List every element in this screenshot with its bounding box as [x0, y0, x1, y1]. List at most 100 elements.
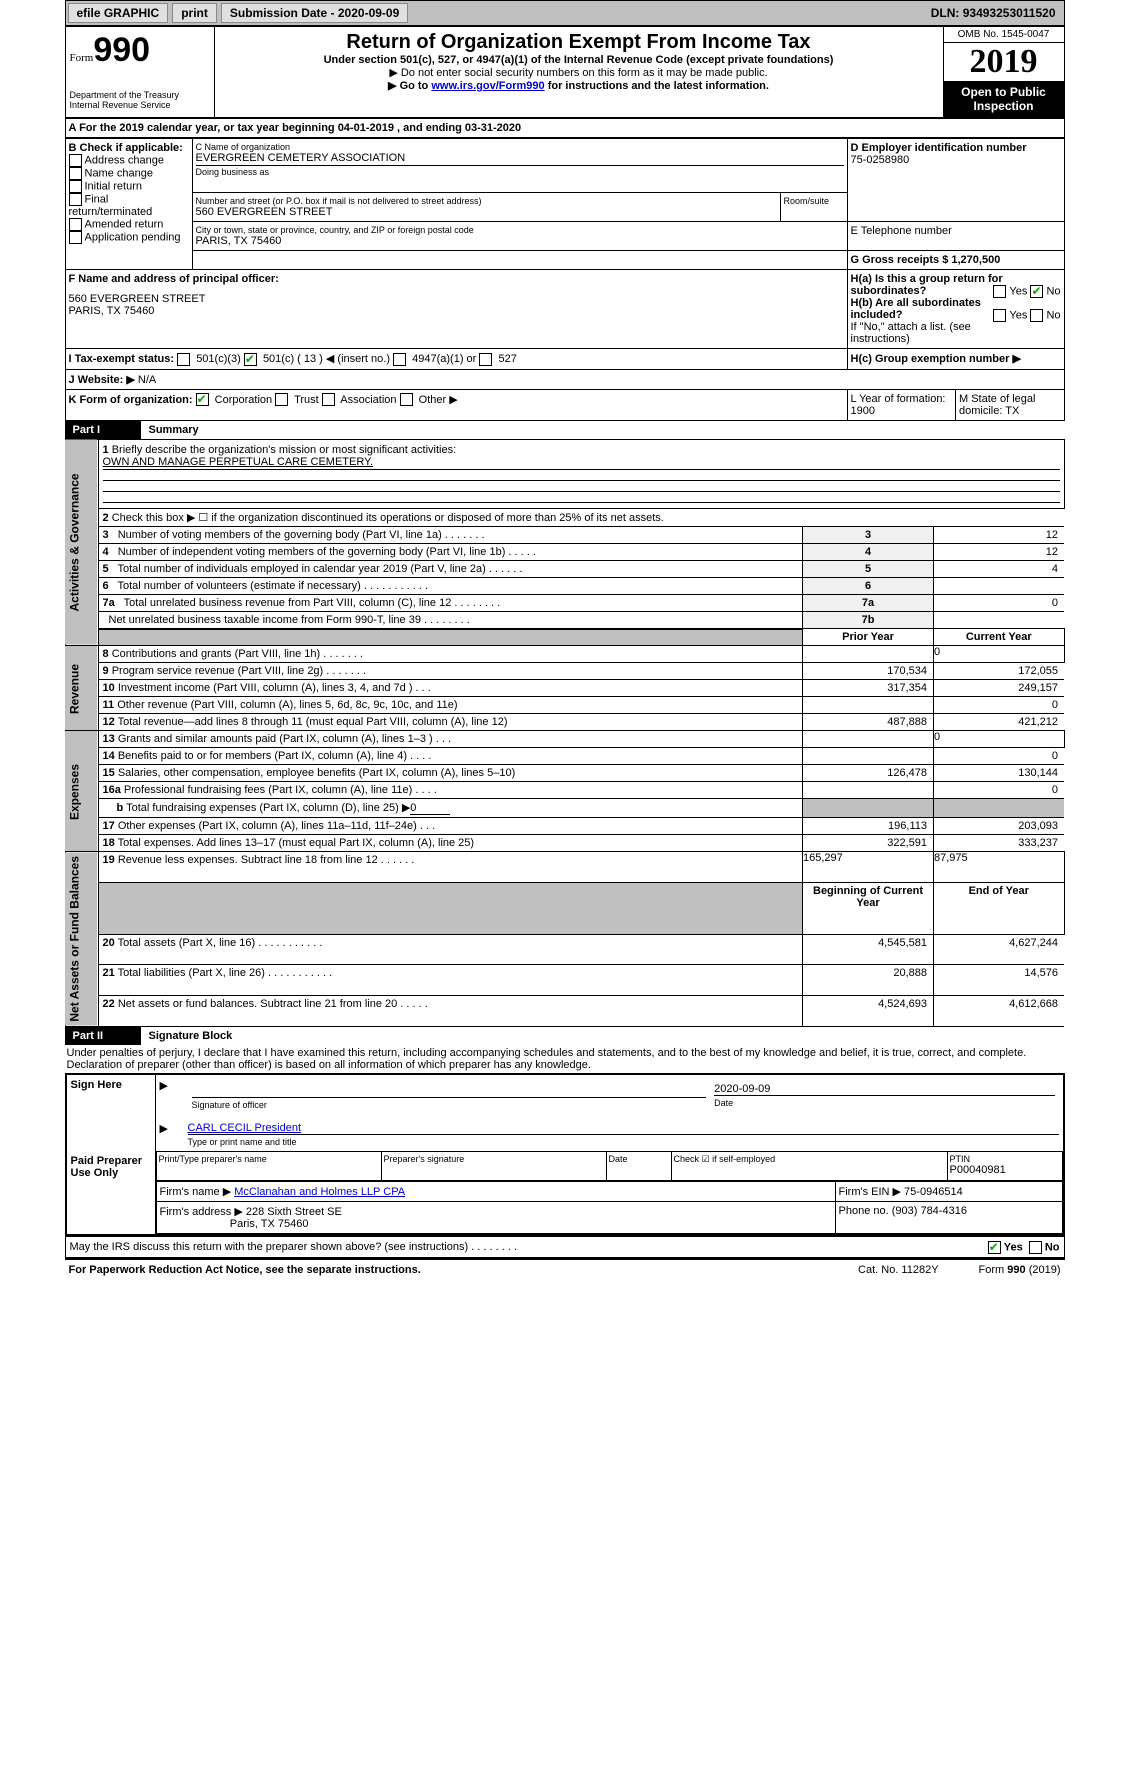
hb-note: If "No," attach a list. (see instruction… — [851, 321, 971, 345]
open-public: Open to Public Inspection — [944, 81, 1064, 117]
val6 — [934, 577, 1065, 594]
footer-cat: Cat. No. 11282Y — [858, 1264, 939, 1276]
line7b: Net unrelated business taxable income fr… — [109, 614, 470, 626]
print-button[interactable]: print — [172, 3, 217, 23]
state-domicile: M State of legal domicile: TX — [956, 390, 1064, 420]
current-year-header: Current Year — [934, 629, 1065, 646]
eoy-header: End of Year — [934, 882, 1065, 934]
ha-label: H(a) Is this a group return for subordin… — [851, 273, 1003, 297]
paid-preparer-label: Paid Preparer Use Only — [66, 1151, 156, 1235]
sig-date-label: Date — [714, 1095, 1054, 1108]
form-word: Form — [70, 52, 94, 64]
discuss-yes[interactable] — [988, 1241, 1001, 1254]
city-value: PARIS, TX 75460 — [196, 235, 844, 247]
chk-other[interactable] — [400, 393, 413, 406]
footer-form: Form 990 (2019) — [979, 1264, 1061, 1276]
omb-number: OMB No. 1545-0047 — [944, 27, 1064, 43]
page-footer: For Paperwork Reduction Act Notice, see … — [65, 1258, 1065, 1280]
discuss-label: May the IRS discuss this return with the… — [70, 1241, 518, 1253]
chk-527[interactable] — [479, 353, 492, 366]
website-label: J Website: ▶ — [69, 374, 135, 386]
tax-period: A For the 2019 calendar year, or tax yea… — [65, 118, 1065, 138]
efile-button[interactable]: efile GRAPHIC — [68, 3, 169, 23]
irs-link[interactable]: www.irs.gov/Form990 — [431, 80, 544, 92]
form-header: Form990 Department of the Treasury Inter… — [65, 26, 1065, 118]
line16b: Total fundraising expenses (Part IX, col… — [126, 802, 410, 814]
submission-date: Submission Date - 2020-09-09 — [221, 3, 408, 23]
part2-title: Signature Block — [141, 1027, 241, 1045]
officer-addr2: PARIS, TX 75460 — [69, 305, 844, 317]
boy-header: Beginning of Current Year — [803, 882, 934, 934]
chk-corp[interactable] — [196, 393, 209, 406]
self-employed: Check ☑ if self-employed — [674, 1154, 945, 1165]
part1-title: Summary — [141, 421, 207, 439]
subtitle-1: Under section 501(c), 527, or 4947(a)(1)… — [219, 54, 939, 66]
chk-amended[interactable]: Amended return — [69, 218, 189, 231]
line19: Revenue less expenses. Subtract line 18 … — [118, 854, 415, 866]
chk-assoc[interactable] — [322, 393, 335, 406]
hc-label: H(c) Group exemption number ▶ — [851, 353, 1021, 365]
line15: Salaries, other compensation, employee b… — [118, 767, 515, 779]
ein-label: D Employer identification number — [851, 142, 1061, 154]
line4: Number of independent voting members of … — [118, 546, 536, 558]
line7a: Total unrelated business revenue from Pa… — [124, 597, 501, 609]
form-title: Return of Organization Exempt From Incom… — [219, 31, 939, 54]
line18: Total expenses. Add lines 13–17 (must eq… — [118, 837, 474, 849]
officer-label: F Name and address of principal officer: — [69, 273, 844, 285]
firm-ein: Firm's EIN ▶ 75-0946514 — [835, 1181, 1062, 1201]
chk-trust[interactable] — [275, 393, 288, 406]
form-org-label: K Form of organization: — [69, 394, 193, 406]
firm-name[interactable]: McClanahan and Holmes LLP CPA — [234, 1186, 405, 1198]
officer-addr1: 560 EVERGREEN STREET — [69, 293, 844, 305]
line17: Other expenses (Part IX, column (A), lin… — [118, 820, 435, 832]
line9: Program service revenue (Part VIII, line… — [112, 665, 366, 677]
gross-receipts: G Gross receipts $ 1,270,500 — [851, 254, 1061, 266]
addr-label: Number and street (or P.O. box if mail i… — [196, 196, 777, 206]
chk-address[interactable]: Address change — [69, 154, 189, 167]
line3: Number of voting members of the governin… — [118, 529, 485, 541]
side-exp: Expenses — [65, 731, 98, 852]
form-number: 990 — [93, 31, 150, 69]
chk-pending[interactable]: Application pending — [69, 231, 189, 244]
firm-addr1: 228 Sixth Street SE — [246, 1206, 342, 1218]
perjury-text: Under penalties of perjury, I declare th… — [65, 1045, 1065, 1073]
line1-value: OWN AND MANAGE PERPETUAL CARE CEMETERY. — [103, 456, 374, 468]
sign-block: Sign Here ▶ Signature of officer 2020-09… — [65, 1073, 1065, 1236]
chk-initial[interactable]: Initial return — [69, 180, 189, 193]
line11: Other revenue (Part VIII, column (A), li… — [117, 699, 457, 711]
hb-label: H(b) Are all subordinates included? — [851, 297, 981, 321]
side-na: Net Assets or Fund Balances — [65, 852, 98, 1027]
officer-name[interactable]: CARL CECIL President — [188, 1122, 302, 1134]
chk-501c3[interactable] — [177, 353, 190, 366]
line6: Total number of volunteers (estimate if … — [117, 580, 428, 592]
line8: Contributions and grants (Part VIII, lin… — [112, 648, 363, 660]
chk-501c[interactable] — [244, 353, 257, 366]
box-b-label: B Check if applicable: — [69, 142, 189, 154]
val7a: 0 — [934, 594, 1065, 611]
dba-label: Doing business as — [196, 167, 844, 177]
entity-info: B Check if applicable: Address change Na… — [65, 138, 1065, 421]
discuss-no[interactable] — [1029, 1241, 1042, 1254]
phone-label: E Telephone number — [851, 225, 1061, 237]
prior-year-header: Prior Year — [803, 629, 934, 646]
part1-label: Part I — [65, 421, 141, 439]
street-address: 560 EVERGREEN STREET — [196, 206, 777, 218]
chk-name[interactable]: Name change — [69, 167, 189, 180]
chk-final[interactable]: Final return/terminated — [69, 193, 189, 218]
line16a: Professional fundraising fees (Part IX, … — [124, 784, 437, 796]
line13: Grants and similar amounts paid (Part IX… — [118, 733, 451, 745]
line20: Total assets (Part X, line 16) . . . . .… — [118, 937, 323, 949]
tax-status-label: I Tax-exempt status: — [69, 353, 175, 365]
city-label: City or town, state or province, country… — [196, 225, 844, 235]
chk-4947[interactable] — [393, 353, 406, 366]
irs-label: Internal Revenue Service — [70, 100, 210, 110]
sig-date: 2020-09-09 — [714, 1083, 1054, 1095]
line5: Total number of individuals employed in … — [117, 563, 522, 575]
ein-value: 75-0258980 — [851, 154, 1061, 166]
website-value: N/A — [138, 374, 156, 386]
year-formation: L Year of formation: 1900 — [848, 390, 956, 420]
line12: Total revenue—add lines 8 through 11 (mu… — [118, 716, 508, 728]
line10: Investment income (Part VIII, column (A)… — [118, 682, 431, 694]
dept-treasury: Department of the Treasury — [70, 90, 210, 100]
subtitle-2: ▶ Do not enter social security numbers o… — [219, 66, 939, 79]
